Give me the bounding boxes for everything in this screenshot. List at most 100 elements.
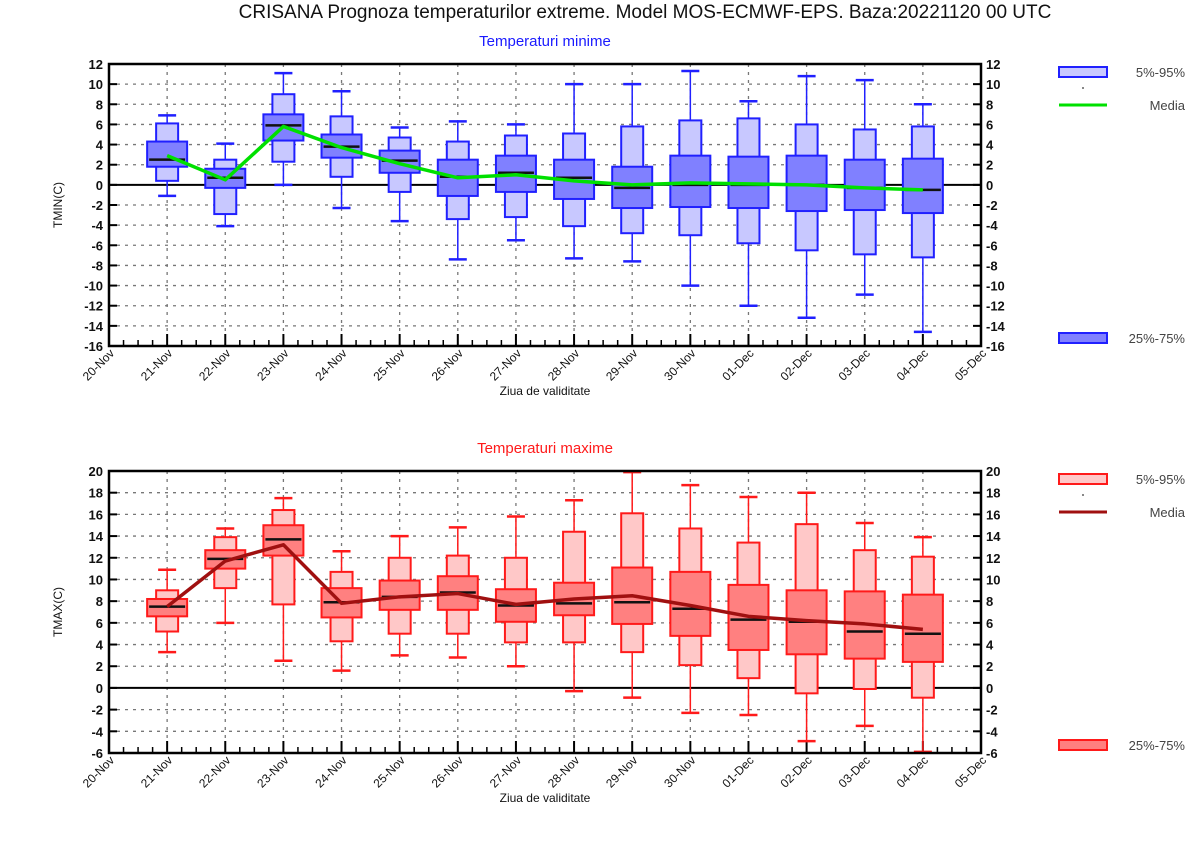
y-tick-label-right: 6: [986, 117, 993, 132]
y-tick-label-left: 10: [89, 572, 103, 587]
y-tick-label-left: -4: [91, 218, 103, 233]
y-tick-label-left: -4: [91, 724, 103, 739]
box-21-Nov: [146, 114, 189, 198]
y-tick-label-left: 6: [96, 616, 103, 631]
y-tick-label-left: 4: [96, 138, 104, 153]
y-tick-label-left: 14: [89, 529, 104, 544]
box-29-Nov: [611, 470, 654, 699]
y-tick-label-right: -10: [986, 279, 1005, 294]
x-tick-label: 21-Nov: [138, 346, 175, 383]
box-04-Dec: [901, 103, 944, 334]
box-29-Nov: [611, 82, 654, 263]
legend-label-5-95: 5%-95%: [1136, 65, 1186, 80]
y-tick-label-left: 8: [96, 594, 103, 609]
y-tick-label-right: 8: [986, 97, 993, 112]
box-01-Dec: [727, 495, 770, 717]
y-tick-label-right: -16: [986, 339, 1005, 354]
mean-line: [166, 124, 923, 192]
x-tick-label: 01-Dec: [719, 753, 756, 790]
y-tick-label-right: 8: [986, 594, 993, 609]
box-30-Nov: [669, 483, 712, 715]
x-tick-label: 03-Dec: [836, 346, 873, 383]
x-tick-label: 24-Nov: [312, 753, 349, 790]
y-tick-label-right: -14: [986, 319, 1006, 334]
x-tick-label: 28-Nov: [545, 753, 582, 790]
panel-title: Temperaturi maxime: [477, 440, 613, 457]
legend-swatch-5-95: [1058, 66, 1108, 78]
x-tick-label: 01-Dec: [719, 346, 756, 383]
legend-label-mean: Media: [1150, 98, 1186, 113]
x-tick-label: 24-Nov: [312, 346, 349, 383]
x-tick-label: 25-Nov: [371, 346, 408, 383]
x-tick-label: 03-Dec: [836, 753, 873, 790]
legend-swatch-25-75: [1058, 332, 1108, 344]
y-tick-label-left: 18: [89, 486, 103, 501]
y-tick-label-right: -12: [986, 299, 1005, 314]
legend: 5%-95% Media 25%-75%: [1058, 65, 1186, 346]
legend-label-25-75: 25%-75%: [1129, 738, 1186, 753]
box-23-Nov: [262, 496, 305, 663]
mean-line: [166, 543, 924, 632]
box-01-Dec: [727, 100, 770, 307]
box-25-75: [843, 158, 886, 212]
y-tick-label-left: 0: [96, 178, 103, 193]
box-23-Nov: [262, 71, 305, 187]
y-tick-label-left: 4: [96, 638, 104, 653]
y-tick-label-left: -6: [91, 746, 103, 761]
y-tick-label-right: 6: [986, 616, 993, 631]
plot-frame: [107, 469, 983, 755]
y-tick-label-right: 14: [986, 529, 1001, 544]
box-5-95: [271, 509, 296, 606]
y-tick-label-right: 18: [986, 486, 1000, 501]
box-04-Dec: [901, 535, 944, 754]
x-tick-label: 26-Nov: [429, 346, 466, 383]
y-tick-label-left: 8: [96, 97, 103, 112]
box-26-Nov: [436, 120, 479, 261]
y-tick-label-right: 2: [986, 158, 993, 173]
x-tick-label: 02-Dec: [777, 753, 814, 790]
y-tick-label-right: 12: [986, 551, 1000, 566]
panel-title: Temperaturi minime: [479, 33, 611, 50]
x-tick-label: 22-Nov: [196, 753, 233, 790]
box-28-Nov: [553, 82, 596, 260]
box-24-Nov: [320, 550, 363, 672]
legend-swatch-25-75: [1058, 739, 1108, 751]
y-tick-label-left: -12: [84, 299, 103, 314]
y-tick-label-right: 16: [986, 507, 1000, 522]
y-tick-label-right: 12: [986, 57, 1000, 72]
box-24-Nov: [320, 89, 363, 210]
y-tick-label-right: 4: [986, 138, 994, 153]
y-tick-label-right: 2: [986, 659, 993, 674]
y-tick-label-right: -2: [986, 198, 998, 213]
y-tick-label-right: 4: [986, 638, 994, 653]
legend: 5%-95% Media 25%-75%: [1058, 472, 1186, 753]
x-tick-label: 30-Nov: [661, 346, 698, 383]
x-tick-label: 27-Nov: [487, 753, 524, 790]
x-tick-label: 02-Dec: [777, 346, 814, 383]
chart-panel-tmin: Temperaturi minime 12 12 10 10 8 8 6 6 4 4 2 2 0 0 -2 -2…: [51, 33, 1186, 398]
y-tick-label-left: -2: [91, 703, 103, 718]
legend-label-25-75: 25%-75%: [1129, 331, 1186, 346]
x-tick-label: 23-Nov: [254, 753, 291, 790]
x-tick-label: 28-Nov: [545, 346, 582, 383]
y-tick-label-right: 0: [986, 681, 993, 696]
x-tick-label: 04-Dec: [894, 346, 931, 383]
x-tick-label: 29-Nov: [603, 753, 640, 790]
y-tick-label-left: -6: [91, 238, 103, 253]
y-tick-label-right: -6: [986, 238, 998, 253]
y-tick-label-left: 0: [96, 681, 103, 696]
y-tick-label-right: -4: [986, 724, 998, 739]
plot-frame: [107, 62, 983, 348]
x-tick-label: 27-Nov: [487, 346, 524, 383]
box-21-Nov: [146, 568, 189, 654]
y-axis-title: TMAX(C): [51, 587, 65, 637]
x-tick-label: 05-Dec: [952, 346, 989, 383]
y-tick-label-left: 16: [89, 507, 103, 522]
legend-label-5-95: 5%-95%: [1136, 472, 1186, 487]
y-tick-label-left: 10: [89, 77, 103, 92]
y-tick-label-right: 10: [986, 572, 1000, 587]
box-22-Nov: [204, 142, 247, 228]
x-tick-label: 30-Nov: [661, 753, 698, 790]
